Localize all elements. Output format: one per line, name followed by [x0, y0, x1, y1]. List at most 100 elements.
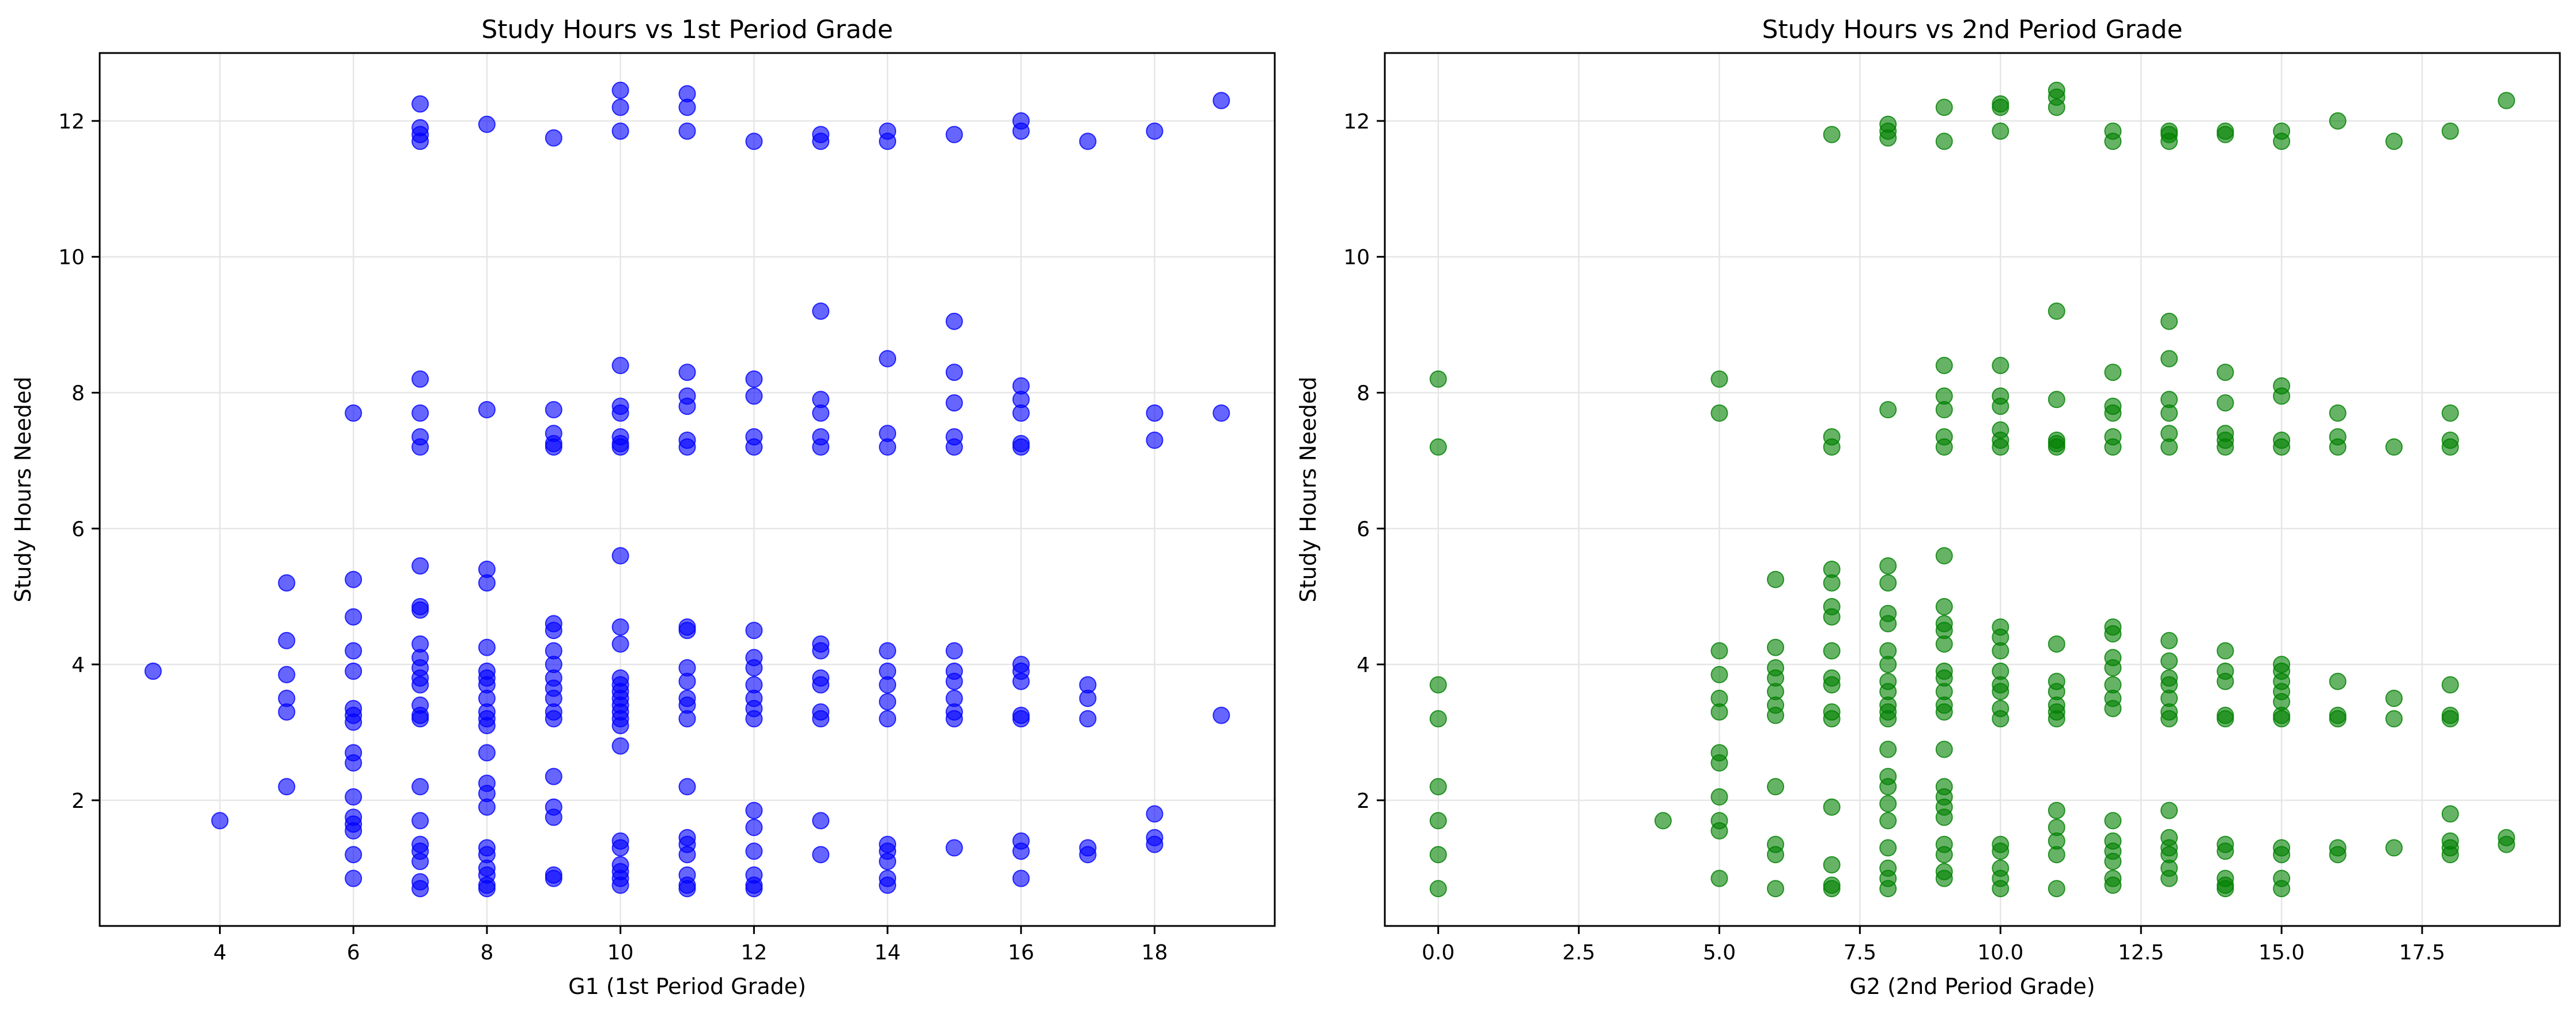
chart-2-point-133 — [2048, 710, 2065, 728]
chart-2-point-188 — [2216, 642, 2234, 660]
chart-2-xtick-label-4: 10.0 — [1977, 941, 2023, 965]
chart-1-point-147 — [745, 659, 763, 676]
chart-1-point-222 — [1146, 122, 1164, 140]
chart-2-point-183 — [2216, 364, 2234, 381]
chart-1-point-230 — [1213, 706, 1230, 724]
chart-1-point-85 — [545, 710, 562, 728]
chart-2-point-203 — [2273, 438, 2291, 456]
chart-2-point-167 — [2160, 438, 2178, 456]
chart-2-point-28 — [1767, 778, 1784, 796]
chart-2-point-67 — [1879, 812, 1897, 830]
chart-1-point-152 — [745, 801, 763, 819]
chart-1-point-160 — [812, 303, 830, 320]
chart-1-point-34 — [411, 601, 429, 619]
chart-1-point-102 — [611, 635, 629, 653]
chart-1-point-181 — [879, 693, 897, 710]
chart-1-point-21 — [345, 846, 362, 864]
chart-2-point-53 — [1879, 574, 1897, 592]
chart-2-point-119 — [1992, 880, 2010, 898]
chart-2-point-168 — [2160, 632, 2178, 649]
chart-2-xtick-label-3: 7.5 — [1844, 941, 1876, 965]
chart-2-point-123 — [2048, 303, 2065, 320]
chart-2-point-141 — [2104, 364, 2122, 381]
chart-2-point-31 — [1767, 880, 1784, 898]
chart-2-point-52 — [1879, 557, 1897, 575]
chart-2-plot-area — [1385, 53, 2560, 926]
chart-2-point-80 — [1935, 598, 1953, 615]
chart-1-point-123 — [678, 398, 696, 415]
chart-1-title: Study Hours vs 1st Period Grade — [481, 15, 893, 44]
chart-1-point-187 — [879, 876, 897, 894]
chart-1-point-3 — [278, 632, 296, 649]
chart-1-xlabel: G1 (1st Period Grade) — [568, 974, 806, 999]
chart-1-point-191 — [945, 394, 963, 412]
chart-1-point-17 — [345, 788, 362, 806]
chart-g2-study-hours: 0.0 2.5 5.0 7.5 10.0 12.5 15.0 17.5 2 4 6 8 10 12 Stud… — [1295, 15, 2561, 999]
chart-2-point-78 — [1935, 438, 1953, 456]
chart-1-xtick-label-1: 6 — [347, 941, 360, 965]
chart-1-point-14 — [345, 713, 362, 731]
chart-2-point-224 — [2385, 133, 2403, 150]
chart-1-point-27 — [411, 133, 429, 150]
chart-1-point-174 — [879, 133, 897, 150]
chart-2-point-230 — [2441, 404, 2459, 422]
chart-1-point-113 — [611, 839, 629, 857]
chart-1-ylabel: Study Hours Needed — [10, 376, 36, 602]
chart-1-point-65 — [478, 798, 496, 816]
chart-2-point-7 — [1429, 880, 1447, 898]
chart-1-point-164 — [812, 438, 830, 456]
chart-1-point-47 — [411, 853, 429, 870]
chart-2-point-169 — [2160, 652, 2178, 670]
chart-1-point-96 — [611, 404, 629, 422]
chart-2-point-229 — [2441, 122, 2459, 140]
chart-1-xtick-label-5: 14 — [874, 941, 901, 965]
chart-2-xtick-label-2: 5.0 — [1703, 941, 1736, 965]
chart-2-point-79 — [1935, 547, 1953, 565]
chart-1-point-91 — [611, 81, 629, 99]
chart-1-point-154 — [745, 842, 763, 860]
chart-2-point-106 — [1992, 438, 2010, 456]
chart-2-point-12 — [1710, 666, 1728, 683]
chart-1-point-125 — [678, 438, 696, 456]
chart-1-point-99 — [611, 438, 629, 456]
chart-2-point-2 — [1429, 676, 1447, 694]
chart-1-point-101 — [611, 618, 629, 636]
chart-1-point-44 — [411, 812, 429, 830]
chart-1-point-88 — [545, 808, 562, 826]
chart-1-xtick-label-0: 4 — [213, 941, 226, 965]
chart-2-point-17 — [1710, 788, 1728, 806]
chart-1-point-214 — [1012, 842, 1030, 860]
chart-2-point-214 — [2273, 880, 2291, 898]
chart-1-point-16 — [345, 754, 362, 772]
chart-1-point-212 — [1012, 710, 1030, 728]
chart-1-point-205 — [1012, 404, 1030, 422]
chart-2-point-100 — [1992, 122, 2010, 140]
chart-2-point-11 — [1710, 642, 1728, 660]
chart-2-point-233 — [2441, 676, 2459, 694]
chart-1-point-31 — [411, 438, 429, 456]
chart-2-point-138 — [2048, 880, 2065, 898]
chart-1-point-218 — [1079, 690, 1097, 707]
chart-2-ytick-label-4: 10 — [1343, 246, 1370, 270]
chart-2-point-57 — [1879, 656, 1897, 674]
chart-1-point-23 — [345, 404, 362, 422]
chart-2-point-8 — [1654, 812, 1672, 830]
chart-2-point-19 — [1710, 822, 1728, 840]
chart-1-point-54 — [478, 638, 496, 656]
chart-2-point-122 — [2048, 99, 2065, 116]
chart-2-point-38 — [1823, 608, 1841, 626]
chart-2-point-9 — [1710, 370, 1728, 388]
chart-2-point-88 — [1935, 703, 1953, 721]
chart-2-point-227 — [2385, 710, 2403, 728]
chart-1-point-78 — [545, 622, 562, 640]
chart-2-point-44 — [1823, 798, 1841, 816]
chart-2-point-47 — [1823, 880, 1841, 898]
chart-1-point-90 — [545, 869, 562, 887]
chart-1-point-50 — [478, 115, 496, 133]
chart-1-point-157 — [745, 880, 763, 898]
chart-2-point-235 — [2441, 710, 2459, 728]
chart-2-point-212 — [2273, 846, 2291, 864]
chart-2-point-210 — [2273, 710, 2291, 728]
chart-1-ytick-label-3: 8 — [71, 381, 85, 405]
chart-1-point-110 — [611, 717, 629, 735]
